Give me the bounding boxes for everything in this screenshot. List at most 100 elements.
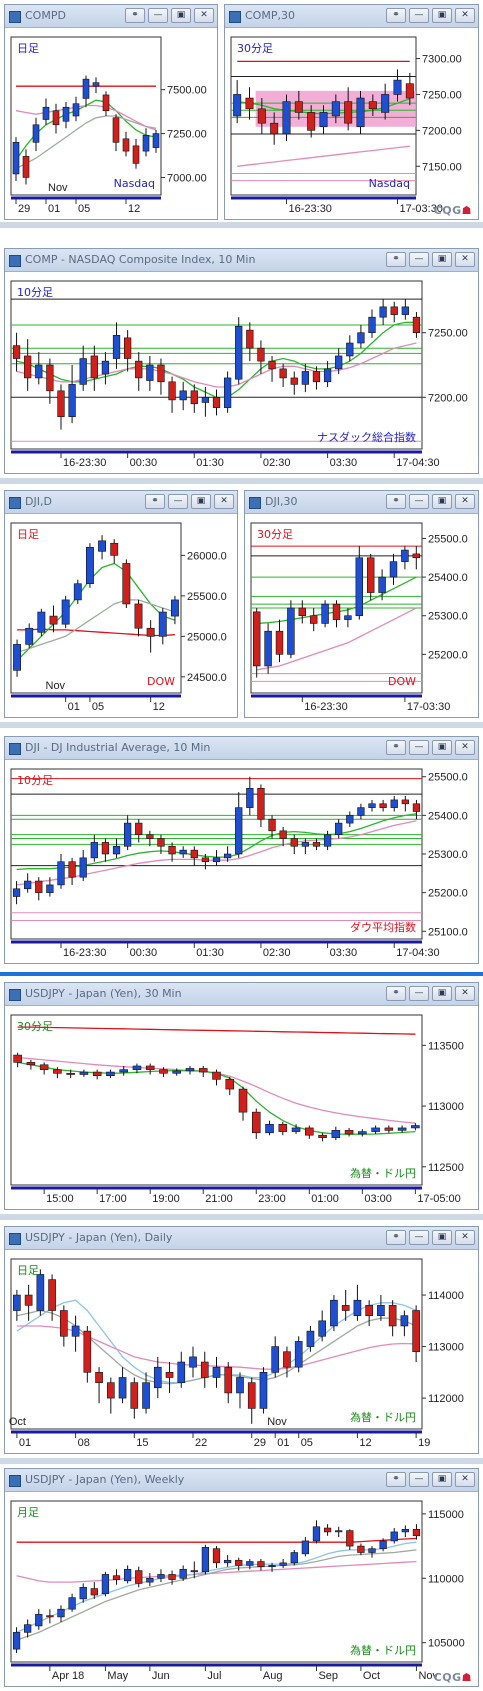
candle-body [101, 842, 110, 855]
restore-icon: ▣ [176, 10, 186, 20]
restore-button[interactable]: ▣ [432, 986, 452, 1001]
title-bar[interactable]: USDJPY - Japan (Yen), Weekly ⚭ — ▣ ✕ [5, 1469, 478, 1492]
candle-body [190, 390, 198, 405]
window-usdjpyd[interactable]: USDJPY - Japan (Yen), Daily ⚭ — ▣ ✕ 1140… [4, 1226, 479, 1454]
candle-body [12, 345, 21, 359]
minimize-button[interactable]: — [409, 740, 429, 755]
candle-body [170, 599, 179, 617]
chart-dji30: 25500.0 25400.0 25300.0 25200.0 16-23:30 17-0… [250, 522, 468, 713]
candle-body [412, 553, 421, 559]
candle-body [179, 849, 187, 855]
close-button[interactable]: ✕ [455, 8, 475, 23]
link-button[interactable]: ⚭ [386, 494, 406, 509]
x-tick-label: 01:30 [196, 947, 224, 959]
link-icon: ⚭ [392, 10, 400, 20]
minimize-button[interactable]: — [409, 1472, 429, 1487]
candle-body [309, 615, 318, 624]
title-bar[interactable]: DJI - DJ Industrial Average, 10 Min ⚭ — … [5, 737, 478, 760]
restore-icon: ▣ [437, 988, 447, 998]
link-button[interactable]: ⚭ [386, 1472, 406, 1487]
y-tick-label: 113000 [428, 1101, 464, 1113]
cqg-watermark: CQG☗ [433, 1671, 472, 1684]
restore-button[interactable]: ▣ [432, 494, 452, 509]
period-label: 30分足 [237, 42, 273, 55]
minimize-button[interactable]: — [409, 252, 429, 267]
candle-body [46, 1615, 54, 1618]
restore-button[interactable]: ▣ [432, 1230, 452, 1245]
minimize-button[interactable]: — [409, 1230, 429, 1245]
x-tick-label: 17-03:30 [400, 203, 443, 215]
minimize-button[interactable]: — [409, 8, 429, 23]
close-button[interactable]: ✕ [455, 986, 475, 1001]
title-bar[interactable]: USDJPY - Japan (Yen), Daily ⚭ — ▣ ✕ [5, 1227, 478, 1250]
restore-button[interactable]: ▣ [432, 252, 452, 267]
candle-body [112, 845, 121, 855]
title-bar[interactable]: COMP - NASDAQ Composite Index, 10 Min ⚭ … [5, 249, 478, 272]
restore-button[interactable]: ▣ [191, 494, 211, 509]
y-tick-label: 7250.00 [167, 129, 207, 141]
close-icon: ✕ [461, 10, 469, 20]
window-compd[interactable]: COMPD ⚭ — ▣ ✕ 7500.00 7250.00 7000.00 29 01 0… [4, 4, 218, 220]
link-icon: ⚭ [392, 254, 400, 264]
link-button[interactable]: ⚭ [386, 986, 406, 1001]
minimize-button[interactable]: — [168, 494, 188, 509]
close-button[interactable]: ✕ [455, 494, 475, 509]
title-bar[interactable]: DJI,D ⚭ — ▣ ✕ [5, 491, 237, 514]
window-usdjpyw[interactable]: USDJPY - Japan (Yen), Weekly ⚭ — ▣ ✕ 115… [4, 1468, 479, 1687]
link-button[interactable]: ⚭ [145, 494, 165, 509]
title-bar[interactable]: DJI,30 ⚭ — ▣ ✕ [245, 491, 478, 514]
restore-button[interactable]: ▣ [171, 8, 191, 23]
candle-body [26, 1062, 36, 1066]
link-button[interactable]: ⚭ [386, 8, 406, 23]
title-bar[interactable]: USDJPY - Japan (Yen), 30 Min ⚭ — ▣ ✕ [5, 983, 478, 1006]
candle-body [190, 849, 198, 859]
candle-body [61, 599, 70, 625]
x-tick-label: 17-04:30 [396, 947, 439, 959]
close-icon: ✕ [220, 496, 228, 506]
restore-button[interactable]: ▣ [432, 8, 452, 23]
link-button[interactable]: ⚭ [386, 740, 406, 755]
candle-body [346, 815, 354, 824]
title-bar[interactable]: COMPD ⚭ — ▣ ✕ [5, 5, 217, 28]
window-dji30[interactable]: DJI,30 ⚭ — ▣ ✕ 25500.0 25400.0 25300.0 2520… [244, 490, 479, 718]
minimize-icon: — [414, 742, 424, 752]
close-button[interactable]: ✕ [194, 8, 214, 23]
candle-body [330, 1299, 338, 1327]
window-comp10[interactable]: COMP - NASDAQ Composite Index, 10 Min ⚭ … [4, 248, 479, 474]
plot-area [10, 1014, 423, 1186]
x-tick-label: 16-23:30 [63, 947, 106, 959]
close-button[interactable]: ✕ [455, 252, 475, 267]
window-title: USDJPY - Japan (Yen), Weekly [25, 1473, 185, 1486]
link-button[interactable]: ⚭ [386, 252, 406, 267]
y-tick-label: 25200.0 [428, 649, 468, 661]
y-tick-label: 25100.0 [428, 926, 468, 938]
candle-body [90, 355, 98, 379]
close-icon: ✕ [461, 988, 469, 998]
restore-button[interactable]: ▣ [432, 740, 452, 755]
minimize-button[interactable]: — [148, 8, 168, 23]
candle-body [401, 549, 409, 562]
candle-body [335, 355, 343, 370]
title-bar[interactable]: COMP,30 ⚭ — ▣ ✕ [225, 5, 478, 28]
window-usdjpy30[interactable]: USDJPY - Japan (Yen), 30 Min ⚭ — ▣ ✕ 113… [4, 982, 479, 1210]
index-label: ナスダック総合指数 [317, 430, 416, 444]
y-tick-label: 7250.00 [428, 328, 468, 340]
candle-body [201, 1547, 210, 1573]
window-djid[interactable]: DJI,D ⚭ — ▣ ✕ 26000.0 25500.0 25000.0 24500… [4, 490, 238, 718]
window-dji10[interactable]: DJI - DJ Industrial Average, 10 Min ⚭ — … [4, 736, 479, 964]
minimize-button[interactable]: — [409, 986, 429, 1001]
index-label: 為替・ドル円 [350, 1643, 416, 1657]
close-button[interactable]: ✕ [455, 1230, 475, 1245]
close-button[interactable]: ✕ [455, 740, 475, 755]
link-button[interactable]: ⚭ [386, 1230, 406, 1245]
restore-button[interactable]: ▣ [432, 1472, 452, 1487]
link-button[interactable]: ⚭ [125, 8, 145, 23]
window-comp30[interactable]: COMP,30 ⚭ — ▣ ✕ 7300.00 7250.00 7200.00 715… [224, 4, 479, 220]
candle-body [275, 630, 284, 655]
candle-body [401, 799, 409, 805]
plot-area [10, 36, 162, 196]
candle-body [235, 325, 243, 380]
close-button[interactable]: ✕ [455, 1472, 475, 1487]
minimize-button[interactable]: — [409, 494, 429, 509]
close-button[interactable]: ✕ [214, 494, 234, 509]
